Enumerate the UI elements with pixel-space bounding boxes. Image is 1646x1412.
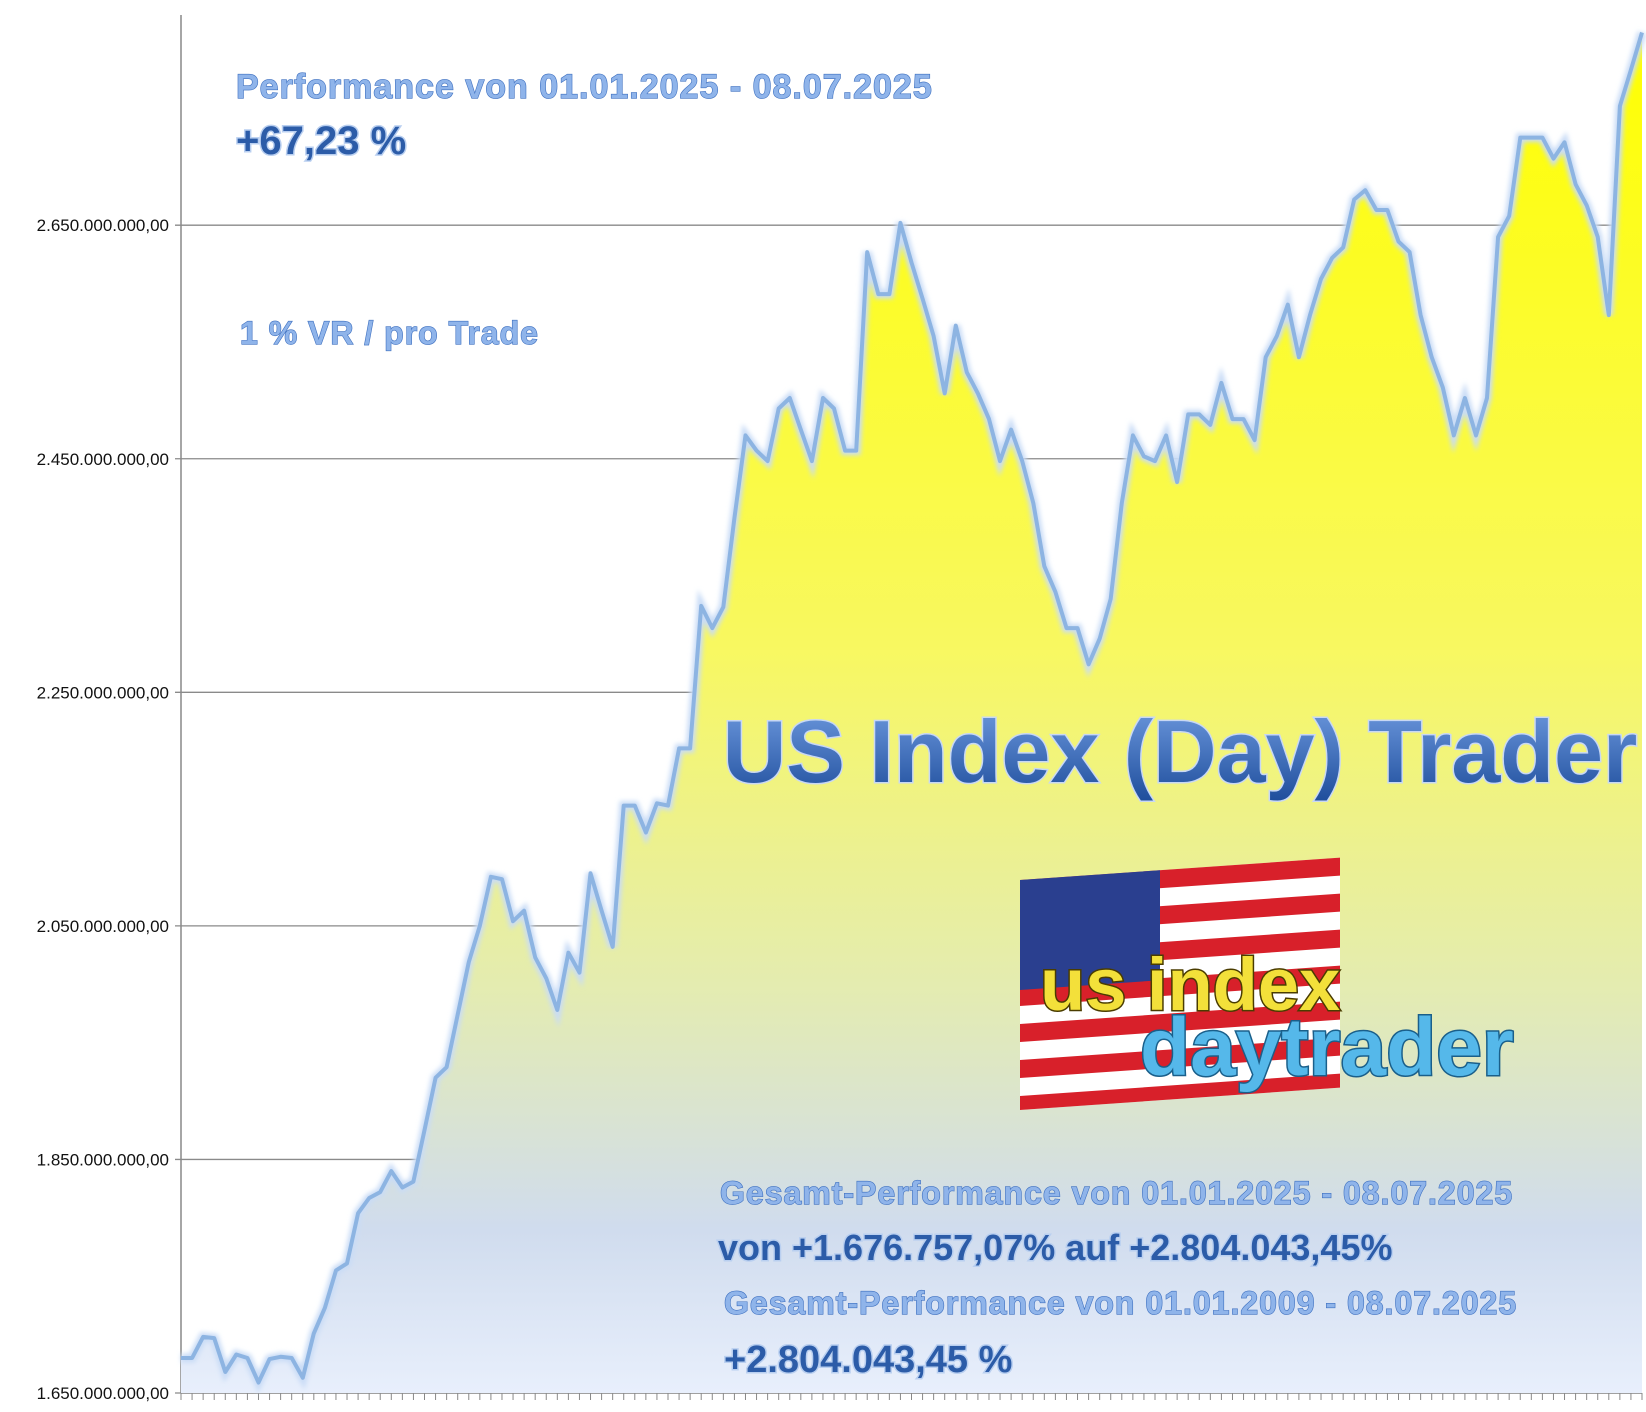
logo-text: us index <box>1040 943 1340 1026</box>
logo: us index daytrader <box>1020 857 1515 1110</box>
flag-stripe <box>1020 965 1340 1006</box>
logo-text: daytrader <box>1140 1002 1514 1093</box>
risk-label: 1 % VR / pro Trade <box>240 315 539 351</box>
flag-stripe <box>1020 1001 1340 1042</box>
y-tick-label: 2.050.000.000,00 <box>37 917 169 936</box>
y-tick-label: 1.850.000.000,00 <box>37 1150 169 1169</box>
total-performance: +2.804.043,45 % <box>724 1339 1012 1381</box>
flag-stripe <box>1020 1037 1340 1078</box>
total-period-label: Gesamt-Performance von 01.01.2009 - 08.0… <box>724 1285 1517 1321</box>
total-period-label: Gesamt-Performance von 01.01.2025 - 08.0… <box>720 1175 1513 1211</box>
y-tick-label: 2.650.000.000,00 <box>37 216 169 235</box>
y-tick-label: 2.450.000.000,00 <box>37 450 169 469</box>
period-performance: +67,23 % <box>236 119 406 163</box>
flag-canton <box>1020 870 1160 990</box>
chart-title: US Index (Day) Trader <box>723 702 1638 801</box>
total-change: von +1.676.757,07% auf +2.804.043,45% <box>718 1227 1392 1268</box>
y-tick-label: 1.650.000.000,00 <box>37 1384 169 1403</box>
flag-stripe <box>1020 1073 1340 1110</box>
period-label: Performance von 01.01.2025 - 08.07.2025 <box>236 68 933 106</box>
line <box>181 31 1644 1385</box>
y-tick-label: 2.250.000.000,00 <box>37 683 169 702</box>
